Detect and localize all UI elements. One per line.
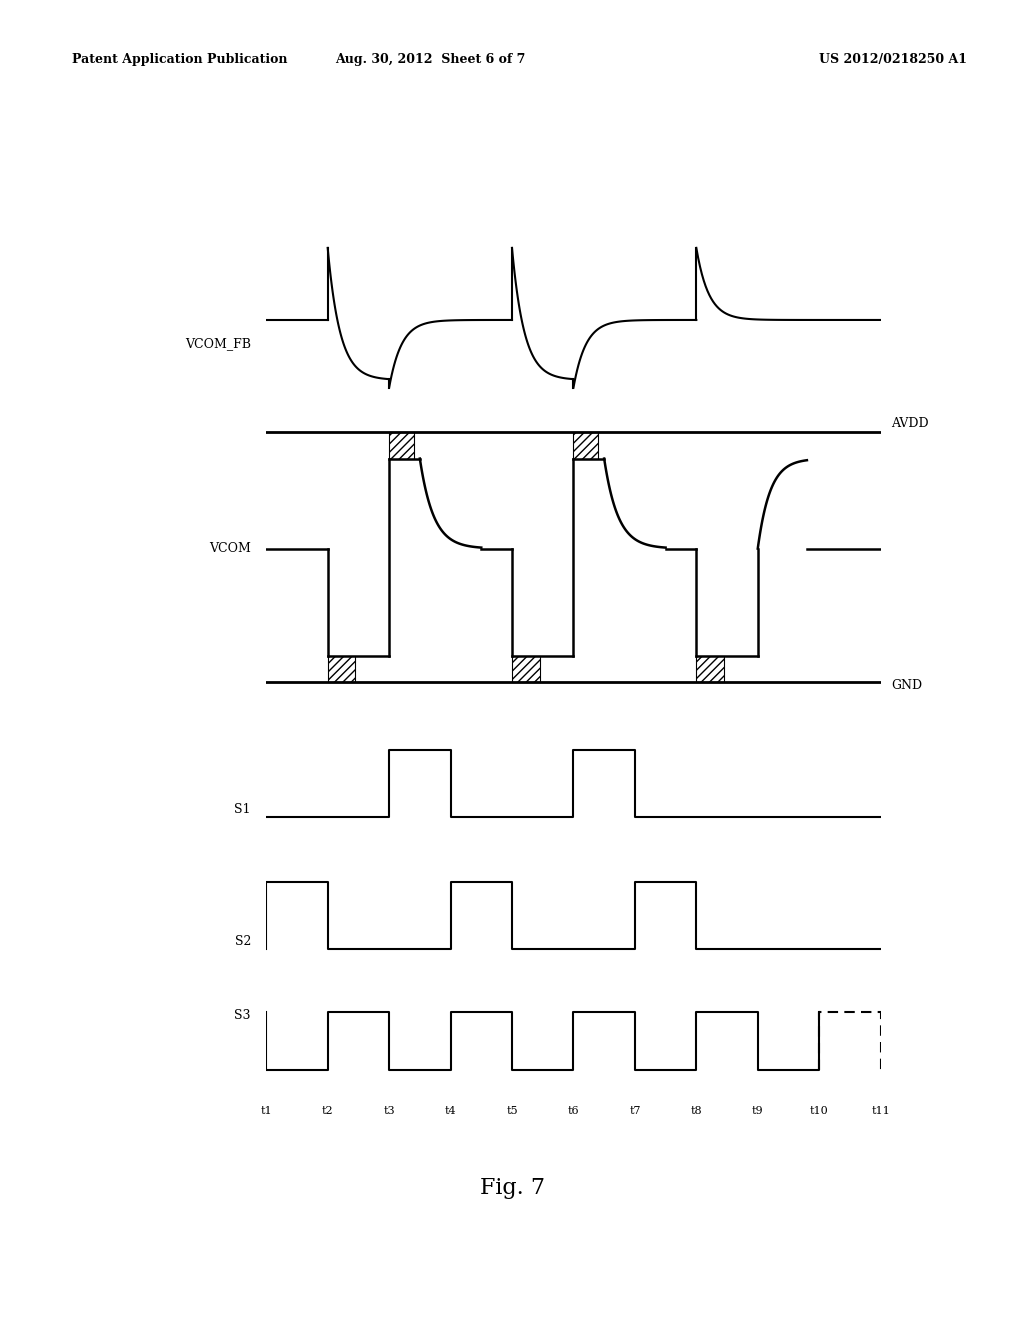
Text: Patent Application Publication: Patent Application Publication bbox=[72, 53, 287, 66]
Text: Aug. 30, 2012  Sheet 6 of 7: Aug. 30, 2012 Sheet 6 of 7 bbox=[335, 53, 525, 66]
Text: S2: S2 bbox=[234, 936, 251, 948]
Text: t2: t2 bbox=[322, 1106, 334, 1117]
Text: t5: t5 bbox=[506, 1106, 518, 1117]
Text: t3: t3 bbox=[383, 1106, 395, 1117]
Text: t8: t8 bbox=[690, 1106, 702, 1117]
Text: S1: S1 bbox=[234, 804, 251, 816]
Text: t11: t11 bbox=[871, 1106, 890, 1117]
Text: t9: t9 bbox=[752, 1106, 764, 1117]
Text: t6: t6 bbox=[567, 1106, 580, 1117]
Bar bbox=[389, 433, 414, 458]
Text: VCOM_FB: VCOM_FB bbox=[185, 338, 251, 351]
Text: GND: GND bbox=[891, 678, 922, 692]
Text: S3: S3 bbox=[234, 1008, 251, 1022]
Text: US 2012/0218250 A1: US 2012/0218250 A1 bbox=[819, 53, 968, 66]
Bar bbox=[512, 656, 540, 682]
Bar bbox=[696, 656, 724, 682]
Text: VCOM: VCOM bbox=[209, 543, 251, 556]
Text: Fig. 7: Fig. 7 bbox=[479, 1177, 545, 1199]
Bar bbox=[573, 433, 598, 458]
Text: t10: t10 bbox=[810, 1106, 828, 1117]
Text: AVDD: AVDD bbox=[891, 417, 929, 430]
Text: t7: t7 bbox=[629, 1106, 641, 1117]
Text: t1: t1 bbox=[260, 1106, 272, 1117]
Text: t4: t4 bbox=[444, 1106, 457, 1117]
Bar bbox=[328, 656, 355, 682]
